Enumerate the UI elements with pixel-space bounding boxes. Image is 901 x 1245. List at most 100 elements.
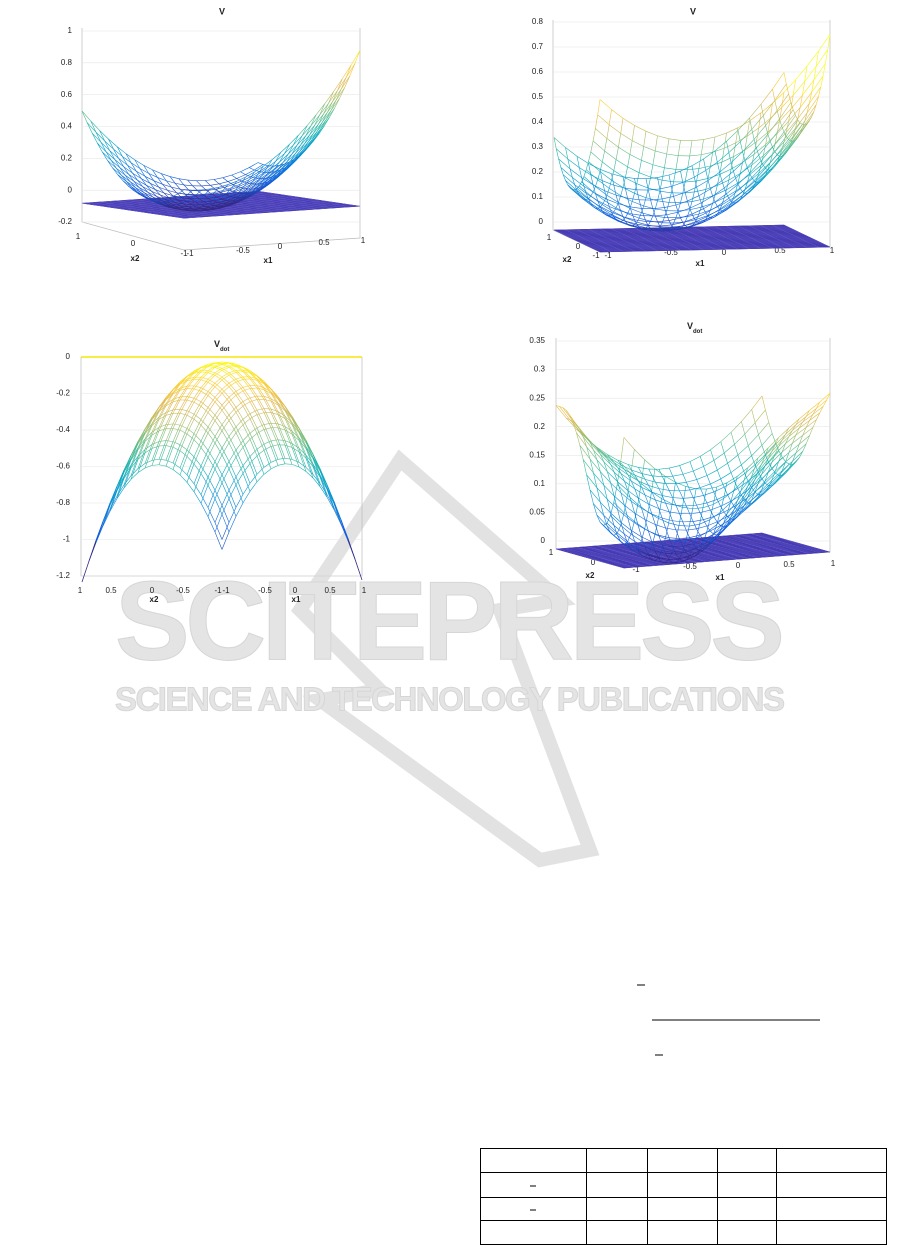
mesh-line xyxy=(165,413,174,429)
mesh-line xyxy=(238,186,244,189)
mesh-line xyxy=(593,450,598,461)
mesh-line xyxy=(638,480,642,488)
mesh-line xyxy=(263,429,272,447)
mesh-line xyxy=(113,148,119,159)
mesh-line xyxy=(603,485,608,500)
mesh-line xyxy=(256,449,265,468)
mesh-line xyxy=(694,212,706,219)
x1-tick-label: -1 xyxy=(186,249,194,258)
plane-grid xyxy=(132,198,310,211)
mesh-line xyxy=(620,522,625,535)
mesh-line xyxy=(163,192,170,199)
mesh-line xyxy=(733,500,738,510)
mesh-line xyxy=(774,83,787,101)
mesh-line xyxy=(696,502,707,506)
mesh-line xyxy=(636,189,640,200)
mesh-line xyxy=(221,414,230,425)
mesh-line xyxy=(751,445,763,456)
mesh-line xyxy=(281,168,287,173)
mesh-line xyxy=(751,501,755,504)
mesh-line xyxy=(734,516,738,520)
mesh-line xyxy=(152,169,162,174)
mesh-line xyxy=(193,447,202,465)
mesh-line xyxy=(553,137,557,149)
mesh-line xyxy=(703,539,707,543)
mesh-line xyxy=(703,519,708,527)
mesh-line xyxy=(193,377,202,387)
mesh-line xyxy=(607,471,611,484)
mesh-line xyxy=(661,476,666,499)
mesh-line xyxy=(638,480,649,486)
mesh-line xyxy=(193,413,202,420)
mesh-line xyxy=(730,490,735,503)
mesh-line xyxy=(284,426,293,432)
mesh-line xyxy=(167,190,177,194)
mesh-line xyxy=(705,161,718,171)
mesh-line xyxy=(698,154,702,169)
mesh-line xyxy=(680,213,693,219)
mesh-line xyxy=(788,143,792,149)
mesh-line xyxy=(588,163,601,170)
mesh-line xyxy=(183,184,193,187)
mesh-line xyxy=(778,451,783,462)
mesh-line xyxy=(696,178,709,182)
mesh-line xyxy=(214,490,223,506)
mesh-line xyxy=(819,406,824,413)
plane-grid xyxy=(107,194,284,208)
mesh-line xyxy=(737,503,742,512)
mesh-line xyxy=(270,393,279,400)
x1-tick-label: -0.5 xyxy=(258,586,272,595)
mesh-line xyxy=(576,190,589,200)
mesh-line xyxy=(781,443,786,453)
mesh-line xyxy=(724,202,736,212)
mesh-line xyxy=(319,476,328,498)
mesh-line xyxy=(354,559,363,581)
mesh-line xyxy=(651,491,662,499)
mesh-line xyxy=(698,165,711,169)
mesh-line xyxy=(305,455,314,475)
mesh-line xyxy=(820,75,824,87)
mesh-line xyxy=(279,153,289,163)
mesh-line xyxy=(270,175,277,178)
mesh-line xyxy=(644,546,656,552)
mesh-line xyxy=(775,472,780,476)
mesh-line xyxy=(277,458,286,460)
mesh-line xyxy=(291,418,300,433)
mesh-line xyxy=(730,200,734,204)
mesh-line xyxy=(634,521,645,530)
mesh-line xyxy=(215,187,225,190)
mesh-line xyxy=(707,165,711,179)
mesh-line xyxy=(610,512,615,526)
mesh-line xyxy=(199,198,205,203)
mesh-line xyxy=(599,169,603,181)
mesh-line xyxy=(235,440,244,451)
mesh-line xyxy=(790,102,794,110)
mesh-line xyxy=(680,193,684,203)
mesh-line xyxy=(778,470,783,479)
mesh-line xyxy=(216,194,226,198)
mesh-line xyxy=(228,397,237,408)
plane-grid xyxy=(691,226,739,250)
mesh-line xyxy=(672,473,684,477)
mesh-line xyxy=(262,176,272,184)
mesh-line xyxy=(231,197,242,202)
mesh-line xyxy=(706,521,718,527)
mesh-line xyxy=(733,191,736,199)
mesh-line xyxy=(242,433,251,441)
mesh-line xyxy=(774,133,778,145)
mesh-line xyxy=(581,176,585,183)
mesh-line xyxy=(249,162,259,168)
mesh-line xyxy=(226,187,232,194)
mesh-line xyxy=(710,441,721,450)
plane-grid xyxy=(565,230,796,236)
mesh-line xyxy=(193,440,202,458)
mesh-line xyxy=(726,201,739,211)
mesh-line xyxy=(699,530,711,536)
mesh-line xyxy=(256,178,267,185)
mesh-line xyxy=(186,201,196,203)
mesh-line xyxy=(586,169,598,180)
mesh-line xyxy=(703,208,707,214)
plane-grid xyxy=(569,536,776,553)
mesh-line xyxy=(785,452,797,463)
mesh-line xyxy=(249,399,258,403)
